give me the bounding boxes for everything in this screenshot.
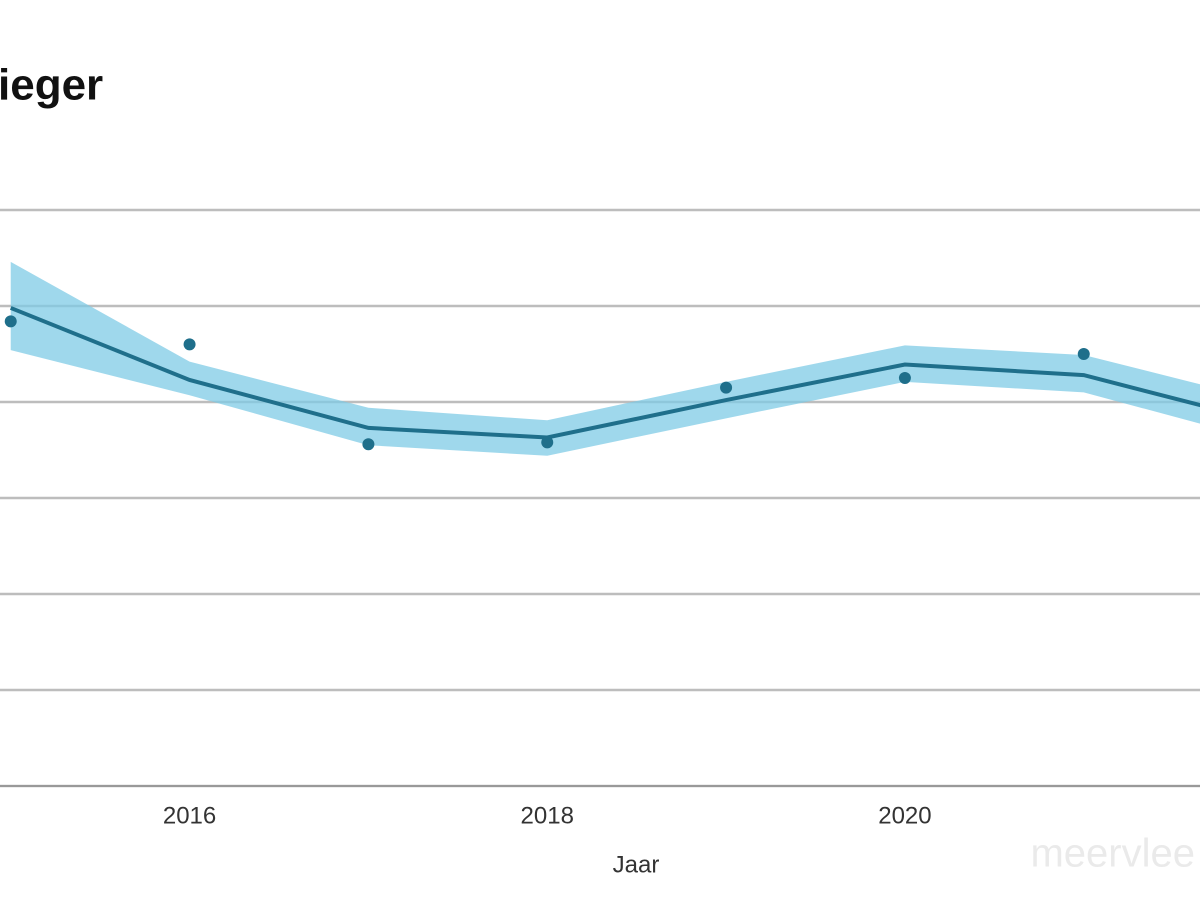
- data-point: [362, 438, 375, 451]
- data-point: [720, 381, 733, 394]
- x-tick-label: 2018: [521, 802, 574, 829]
- data-point: [898, 372, 911, 384]
- plot-area: [4, 261, 1200, 456]
- confidence-band: [10, 261, 1200, 456]
- x-tick-label: 2020: [878, 802, 931, 829]
- data-point: [541, 436, 554, 449]
- watermark: meervlee: [1030, 832, 1195, 876]
- data-point: [1077, 348, 1090, 360]
- x-tick-label: 2016: [163, 802, 216, 829]
- data-point: [4, 315, 17, 328]
- trend-line: [9, 306, 1200, 440]
- data-point: [183, 338, 196, 351]
- x-axis-label: Jaar: [613, 851, 660, 878]
- chart-title: ieger: [0, 61, 103, 110]
- grid: 2016 2018 2020: [0, 208, 1200, 829]
